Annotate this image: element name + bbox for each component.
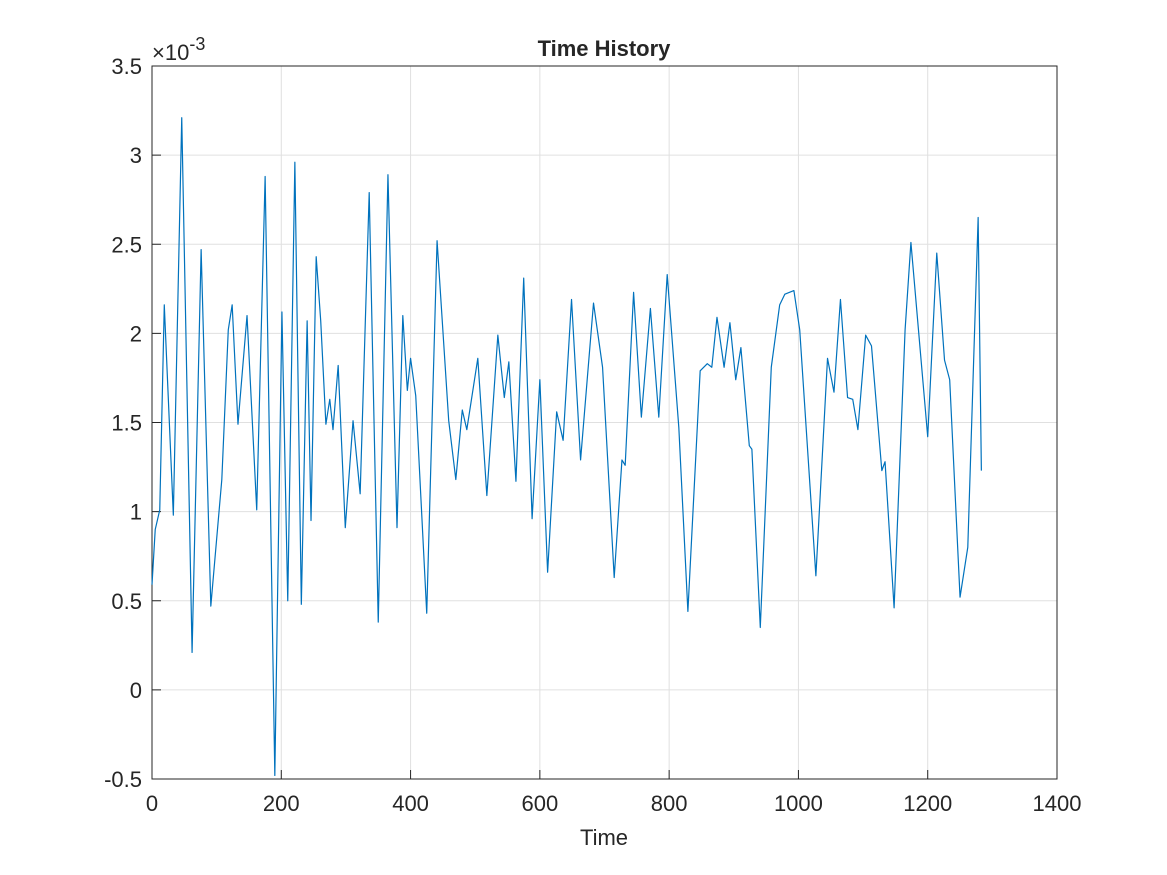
y-multiplier: ×10 xyxy=(152,40,189,65)
x-tick-label: 800 xyxy=(651,791,688,816)
y-tick-label: 1 xyxy=(130,500,142,525)
y-tick-label: 3.5 xyxy=(111,54,142,79)
y-tick-label: -0.5 xyxy=(104,767,142,792)
axes-box xyxy=(151,65,1058,780)
x-tick-label: 200 xyxy=(263,791,300,816)
data-line xyxy=(151,117,982,777)
x-tick-label: 1200 xyxy=(903,791,952,816)
chart-title: Time History xyxy=(538,36,672,61)
x-tick-label: 0 xyxy=(146,791,158,816)
x-tick-label: 600 xyxy=(521,791,558,816)
x-axis-label: Time xyxy=(580,825,628,850)
y-tick-label: 1.5 xyxy=(111,411,142,436)
x-tick-label: 1400 xyxy=(1033,791,1082,816)
y-exponent: -3 xyxy=(189,34,205,54)
y-tick-label: 2.5 xyxy=(111,232,142,257)
y-tick-label: 3 xyxy=(130,143,142,168)
y-tick-label: 0 xyxy=(130,678,142,703)
x-tick-label: 400 xyxy=(392,791,429,816)
y-tick-label: 0.5 xyxy=(111,589,142,614)
y-tick-label: 2 xyxy=(130,321,142,346)
y-exponent-label: ×10-3 xyxy=(152,34,205,65)
x-tick-label: 1000 xyxy=(774,791,823,816)
